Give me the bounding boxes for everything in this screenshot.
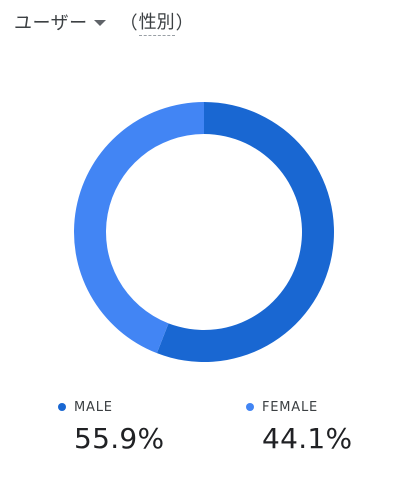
dimension-label-group: （ 性別 ） (120, 8, 194, 36)
metric-selector[interactable]: ユーザー (14, 9, 106, 35)
caret-down-icon (93, 20, 106, 26)
legend-item-female[interactable]: FEMALE 44.1% (246, 396, 352, 455)
legend-label-female: FEMALE (262, 399, 319, 415)
donut-slice-male[interactable] (156, 102, 335, 362)
legend-value-male: 55.9% (74, 422, 165, 455)
dimension-close-paren: ） (175, 13, 194, 34)
legend-item-male[interactable]: MALE 55.9% (58, 396, 164, 455)
metric-label: ユーザー (14, 13, 88, 34)
legend-dot-male (58, 403, 66, 411)
card-header: ユーザー （ 性別 ） (14, 8, 194, 36)
dimension-label[interactable]: 性別 (138, 8, 175, 36)
chart-legend: MALE 55.9% FEMALE 44.1% (0, 396, 411, 466)
legend-value-female: 44.1% (262, 422, 353, 455)
legend-label-male: MALE (74, 399, 113, 415)
legend-dot-female (246, 403, 254, 411)
dimension-open-paren: （ (119, 13, 138, 34)
donut-slice-female[interactable] (74, 102, 204, 354)
